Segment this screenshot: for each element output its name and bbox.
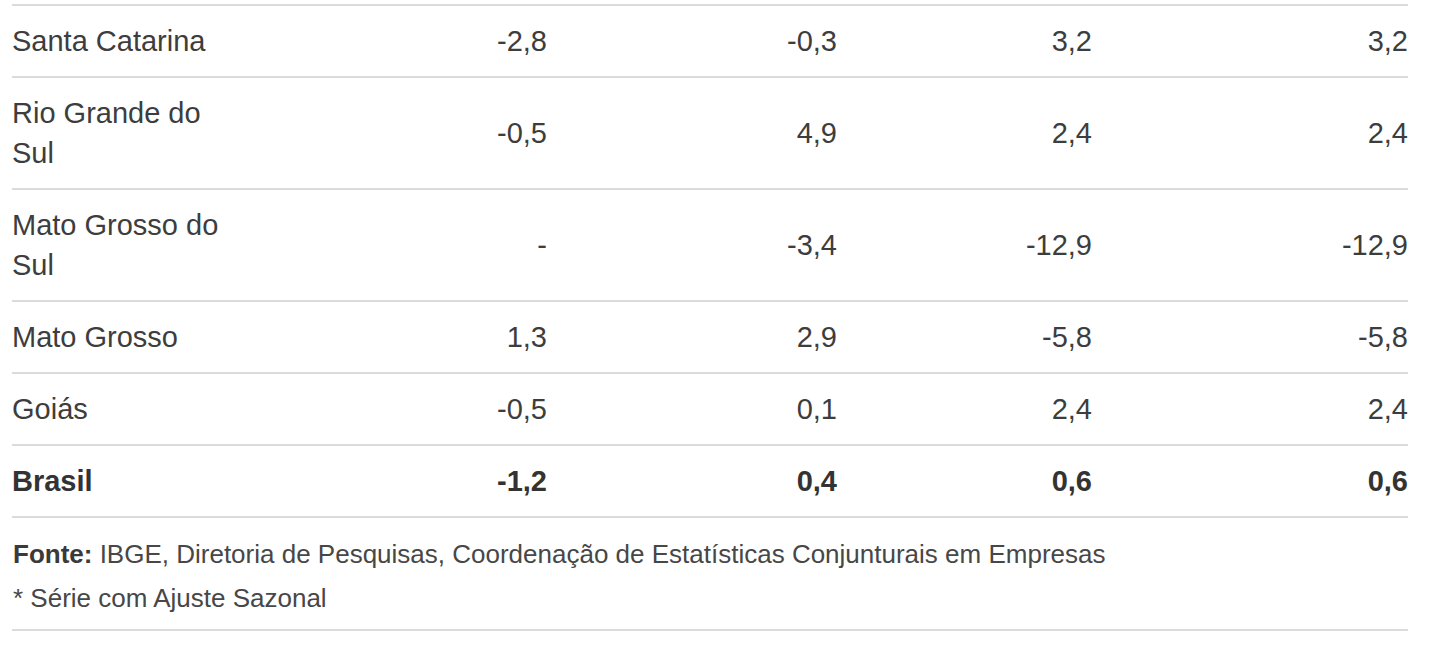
table-body: Santa Catarina -2,8 -0,3 3,2 3,2 Rio Gra… <box>12 5 1408 517</box>
value-cell: -12,9 <box>837 189 1092 301</box>
value-cell: 0,4 <box>547 445 837 517</box>
value-cell: 2,4 <box>1092 77 1408 189</box>
statistics-table-widget: Santa Catarina -2,8 -0,3 3,2 3,2 Rio Gra… <box>0 0 1432 631</box>
value-cell: -0,3 <box>547 5 837 77</box>
regions-data-table: Santa Catarina -2,8 -0,3 3,2 3,2 Rio Gra… <box>12 4 1408 518</box>
table-row: Mato Grosso 1,3 2,9 -5,8 -5,8 <box>12 301 1408 373</box>
source-line: Fonte: IBGE, Diretoria de Pesquisas, Coo… <box>13 536 1408 573</box>
table-row: Brasil -1,2 0,4 0,6 0,6 <box>12 445 1408 517</box>
region-cell: Mato Grosso <box>12 301 224 373</box>
table-footer: Fonte: IBGE, Diretoria de Pesquisas, Coo… <box>12 518 1408 631</box>
value-cell: - <box>224 189 547 301</box>
value-cell: 0,1 <box>547 373 837 445</box>
source-text: IBGE, Diretoria de Pesquisas, Coordenaçã… <box>92 539 1105 569</box>
source-label: Fonte: <box>13 539 92 569</box>
value-cell: -12,9 <box>1092 189 1408 301</box>
value-cell: 2,9 <box>547 301 837 373</box>
value-cell: 3,2 <box>837 5 1092 77</box>
value-cell: -2,8 <box>224 5 547 77</box>
value-cell: 2,4 <box>1092 373 1408 445</box>
value-cell: 1,3 <box>224 301 547 373</box>
note-line: * Série com Ajuste Sazonal <box>13 580 1408 617</box>
value-cell: 0,6 <box>837 445 1092 517</box>
value-cell: -0,5 <box>224 77 547 189</box>
table-row: Santa Catarina -2,8 -0,3 3,2 3,2 <box>12 5 1408 77</box>
region-cell: Santa Catarina <box>12 5 224 77</box>
value-cell: 2,4 <box>837 77 1092 189</box>
value-cell: -5,8 <box>1092 301 1408 373</box>
table-row: Rio Grande do Sul -0,5 4,9 2,4 2,4 <box>12 77 1408 189</box>
region-cell: Mato Grosso do Sul <box>12 189 224 301</box>
value-cell: 4,9 <box>547 77 837 189</box>
table-row: Goiás -0,5 0,1 2,4 2,4 <box>12 373 1408 445</box>
region-cell: Brasil <box>12 445 224 517</box>
value-cell: -5,8 <box>837 301 1092 373</box>
value-cell: -1,2 <box>224 445 547 517</box>
value-cell: 3,2 <box>1092 5 1408 77</box>
value-cell: 0,6 <box>1092 445 1408 517</box>
table-row: Mato Grosso do Sul - -3,4 -12,9 -12,9 <box>12 189 1408 301</box>
value-cell: -3,4 <box>547 189 837 301</box>
region-cell: Rio Grande do Sul <box>12 77 224 189</box>
value-cell: -0,5 <box>224 373 547 445</box>
value-cell: 2,4 <box>837 373 1092 445</box>
region-cell: Goiás <box>12 373 224 445</box>
